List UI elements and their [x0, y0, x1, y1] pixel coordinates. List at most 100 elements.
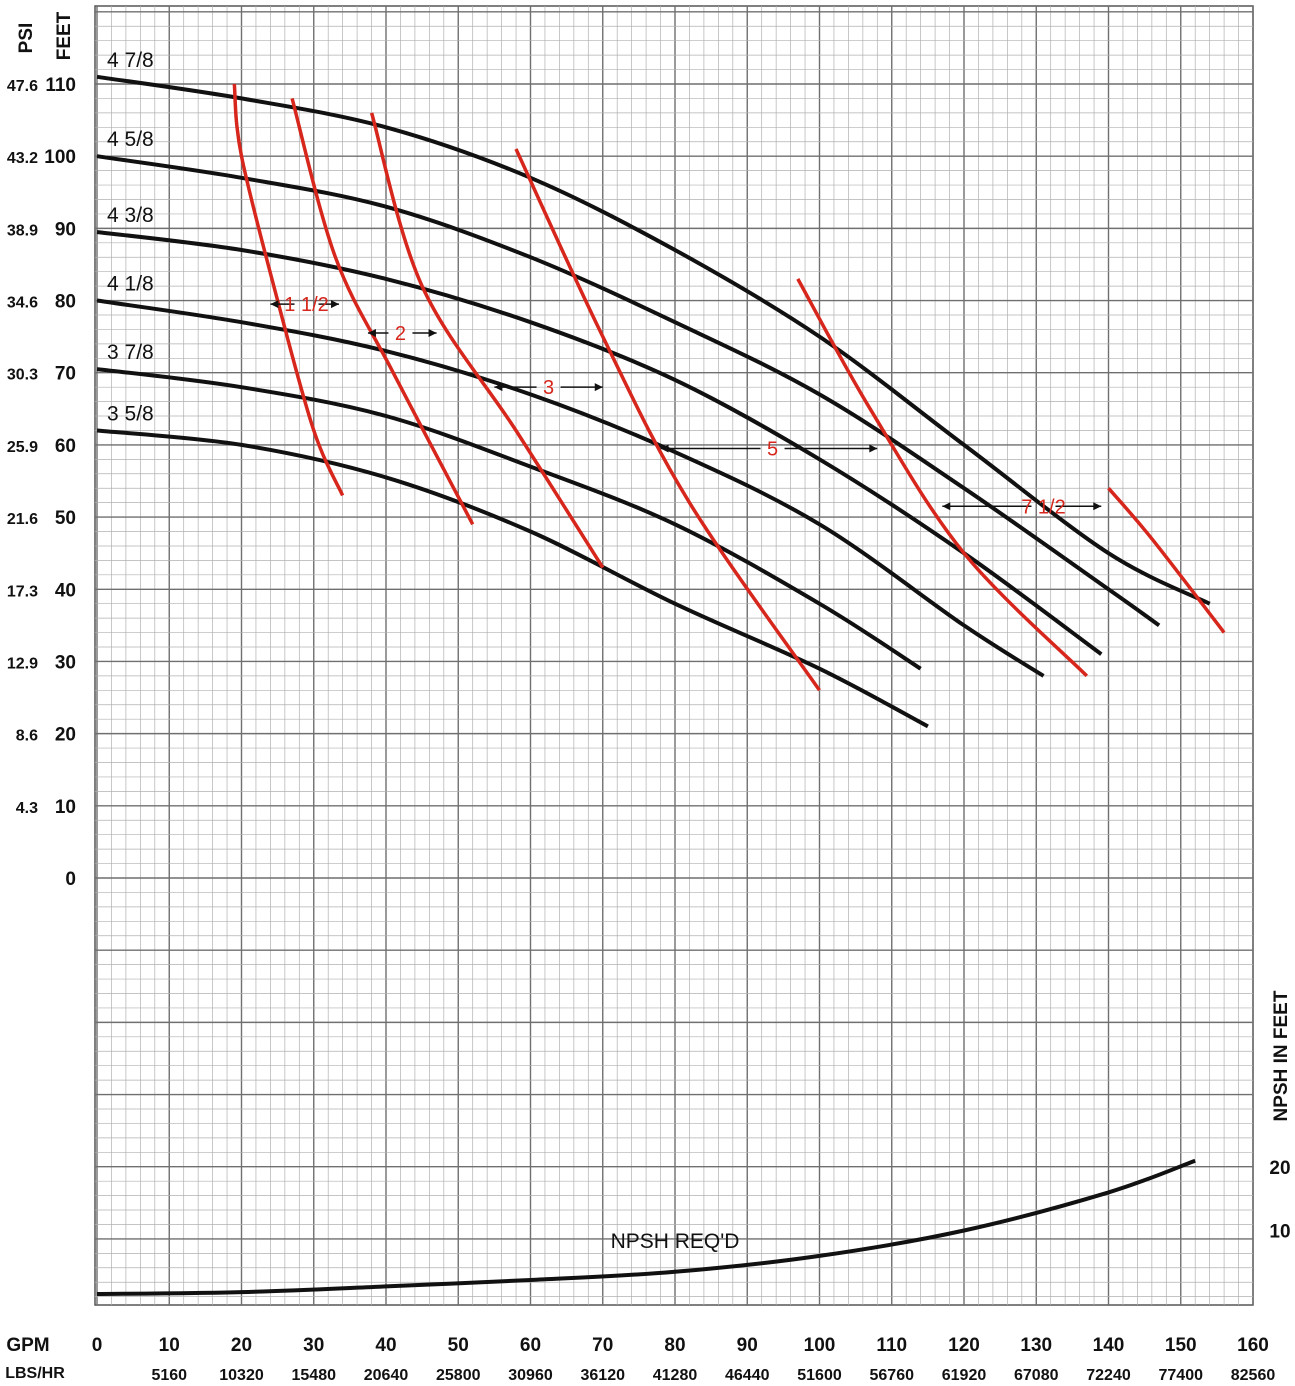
impeller-curve-label: 4 1/8: [107, 273, 154, 296]
feet-axis-label: FEET: [54, 11, 75, 60]
feet-tick-label: 90: [55, 219, 76, 240]
psi-tick-label: 30.3: [7, 367, 38, 384]
psi-tick-label: 12.9: [7, 655, 38, 672]
impeller-curve-label: 3 7/8: [107, 341, 154, 364]
x-tick-label: 160: [1237, 1335, 1269, 1356]
x-tick-label: 0: [92, 1335, 103, 1356]
impeller-curve: [96, 428, 929, 729]
npsh-curve-label: NPSH REQ'D: [611, 1230, 740, 1253]
feet-tick-label: 100: [44, 147, 76, 168]
feet-tick-label: 70: [55, 364, 76, 385]
impeller-curve: [96, 154, 1161, 628]
chart-labels: 4 7/8 4 5/8 4 3/8 4 1/8 3 7/8 3 5/8 1 1/2 2 3 5 7 …: [5, 11, 1292, 1384]
hp-curve: [796, 278, 1089, 678]
npsh-tick-label: 10: [1269, 1222, 1290, 1243]
x-tick-label: 150: [1165, 1335, 1197, 1356]
impeller-curve: [96, 74, 1211, 606]
psi-tick-label: 4.3: [16, 800, 38, 817]
arrowhead-icon: [494, 383, 503, 392]
x-tick-label: 30: [303, 1335, 324, 1356]
feet-tick-label: 110: [45, 75, 76, 96]
psi-tick-label: 21.6: [7, 511, 38, 528]
x-tick-label: 20: [231, 1335, 252, 1356]
psi-tick-label: 47.6: [7, 78, 38, 95]
x-tick-label: 70: [592, 1335, 613, 1356]
feet-tick-label: 0: [65, 869, 76, 890]
arrowhead-icon: [869, 444, 878, 453]
x-tick-label: 90: [737, 1335, 758, 1356]
x-secondary-tick-label: 10320: [219, 1367, 264, 1384]
hp-label: 5: [767, 439, 778, 461]
arrowhead-icon: [270, 300, 279, 309]
x-secondary-tick-label: 30960: [508, 1367, 553, 1384]
psi-tick-label: 25.9: [7, 439, 38, 456]
feet-tick-label: 30: [55, 652, 76, 673]
x-secondary-tick-label: 25800: [436, 1367, 481, 1384]
horsepower-curves: [232, 83, 1226, 692]
x-tick-label: 60: [520, 1335, 541, 1356]
x-secondary-tick-label: 67080: [1014, 1367, 1059, 1384]
impeller-curve: [96, 367, 922, 671]
x-secondary-tick-label: 46440: [725, 1367, 770, 1384]
x-tick-label: 80: [664, 1335, 685, 1356]
psi-axis-label: PSI: [16, 23, 37, 54]
x-tick-label: 140: [1093, 1335, 1125, 1356]
arrowhead-icon: [331, 300, 340, 309]
x-tick-label: 100: [804, 1335, 836, 1356]
x-secondary-axis-label: LBS/HR: [5, 1365, 65, 1382]
x-tick-label: 40: [375, 1335, 396, 1356]
x-secondary-tick-label: 72240: [1086, 1367, 1131, 1384]
x-tick-label: 50: [448, 1335, 469, 1356]
impeller-curves: [96, 74, 1211, 729]
hp-curve: [232, 83, 345, 497]
x-tick-label: 110: [876, 1335, 907, 1356]
feet-tick-label: 60: [55, 436, 76, 457]
arrowhead-icon: [594, 383, 603, 392]
x-secondary-tick-label: 51600: [797, 1367, 842, 1384]
hp-curve: [514, 148, 821, 692]
feet-tick-label: 80: [55, 292, 76, 313]
hp-label: 2: [395, 323, 406, 345]
plot-area: [94, 5, 1254, 1306]
psi-tick-label: 38.9: [7, 222, 38, 239]
npsh-curve-group: [96, 1158, 1196, 1296]
x-tick-label: 10: [159, 1335, 180, 1356]
arrowhead-icon: [1093, 502, 1102, 511]
x-secondary-tick-label: 56760: [870, 1367, 915, 1384]
x-secondary-tick-label: 77400: [1159, 1367, 1204, 1384]
npsh-curve: [96, 1158, 1196, 1296]
x-secondary-tick-label: 61920: [942, 1367, 987, 1384]
feet-tick-label: 10: [55, 797, 76, 818]
psi-tick-label: 34.6: [7, 295, 38, 312]
psi-tick-label: 43.2: [7, 150, 38, 167]
hp-label: 7 1/2: [1021, 496, 1065, 518]
impeller-curve-label: 3 5/8: [107, 402, 154, 425]
x-secondary-tick-label: 82560: [1231, 1367, 1276, 1384]
arrowhead-icon: [942, 502, 951, 511]
hp-curve: [369, 112, 605, 569]
hp-curve: [1107, 487, 1226, 634]
impeller-curve-label: 4 5/8: [107, 128, 154, 151]
x-tick-label: 130: [1020, 1335, 1052, 1356]
feet-tick-label: 50: [55, 508, 76, 529]
chart-grid: [94, 5, 1254, 1306]
x-secondary-tick-label: 36120: [581, 1367, 626, 1384]
impeller-curve-label: 4 3/8: [107, 204, 154, 227]
psi-tick-label: 17.3: [7, 583, 38, 600]
psi-tick-label: 8.6: [16, 728, 38, 745]
feet-tick-label: 40: [55, 580, 76, 601]
arrowhead-icon: [428, 329, 437, 338]
arrowhead-icon: [367, 329, 376, 338]
impeller-curve-label: 4 7/8: [107, 49, 154, 72]
impeller-curve: [96, 298, 1045, 678]
impeller-curve: [96, 230, 1103, 656]
x-secondary-tick-label: 41280: [653, 1367, 698, 1384]
x-tick-label: 120: [948, 1335, 980, 1356]
hp-label: 1 1/2: [284, 294, 328, 316]
npsh-tick-label: 20: [1269, 1158, 1290, 1179]
hp-curve: [290, 97, 475, 526]
arrowhead-icon: [660, 444, 669, 453]
feet-tick-label: 20: [55, 725, 76, 746]
x-secondary-tick-label: 5160: [151, 1367, 187, 1384]
